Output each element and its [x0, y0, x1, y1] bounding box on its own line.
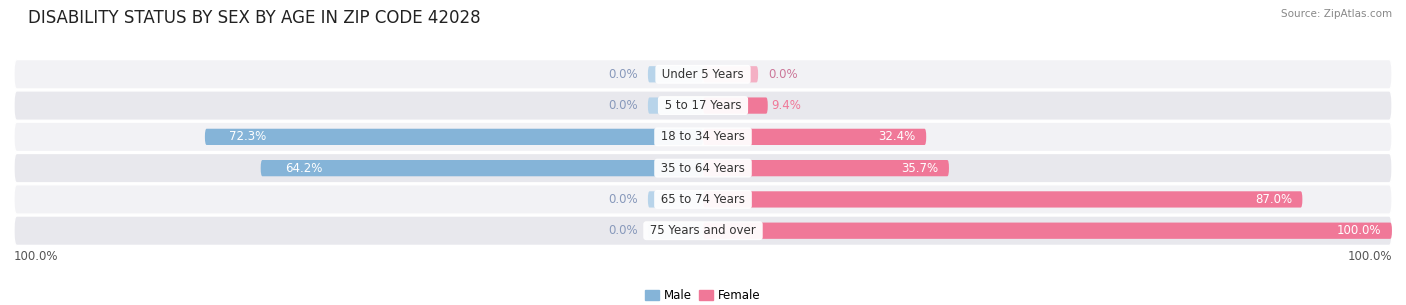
- FancyBboxPatch shape: [703, 97, 768, 114]
- FancyBboxPatch shape: [703, 223, 1392, 239]
- FancyBboxPatch shape: [14, 122, 1392, 152]
- Text: 35.7%: 35.7%: [901, 162, 939, 175]
- Text: 64.2%: 64.2%: [285, 162, 322, 175]
- FancyBboxPatch shape: [648, 66, 703, 82]
- Text: 100.0%: 100.0%: [14, 250, 59, 263]
- FancyBboxPatch shape: [14, 185, 1392, 214]
- FancyBboxPatch shape: [703, 160, 949, 176]
- Text: 9.4%: 9.4%: [772, 99, 801, 112]
- FancyBboxPatch shape: [648, 97, 703, 114]
- FancyBboxPatch shape: [205, 129, 703, 145]
- FancyBboxPatch shape: [14, 91, 1392, 120]
- Legend: Male, Female: Male, Female: [641, 284, 765, 305]
- Text: 0.0%: 0.0%: [607, 99, 637, 112]
- Text: 35 to 64 Years: 35 to 64 Years: [657, 162, 749, 175]
- FancyBboxPatch shape: [648, 191, 703, 208]
- Text: 0.0%: 0.0%: [607, 193, 637, 206]
- Text: 100.0%: 100.0%: [1337, 224, 1382, 237]
- Text: 87.0%: 87.0%: [1256, 193, 1292, 206]
- Text: 0.0%: 0.0%: [607, 68, 637, 81]
- Text: Source: ZipAtlas.com: Source: ZipAtlas.com: [1281, 9, 1392, 19]
- Text: 72.3%: 72.3%: [229, 130, 266, 143]
- Text: 75 Years and over: 75 Years and over: [647, 224, 759, 237]
- Text: 100.0%: 100.0%: [1347, 250, 1392, 263]
- Text: 0.0%: 0.0%: [769, 68, 799, 81]
- FancyBboxPatch shape: [14, 59, 1392, 89]
- FancyBboxPatch shape: [14, 153, 1392, 183]
- Text: 5 to 17 Years: 5 to 17 Years: [661, 99, 745, 112]
- Text: 65 to 74 Years: 65 to 74 Years: [657, 193, 749, 206]
- Text: Under 5 Years: Under 5 Years: [658, 68, 748, 81]
- FancyBboxPatch shape: [14, 216, 1392, 246]
- FancyBboxPatch shape: [260, 160, 703, 176]
- FancyBboxPatch shape: [703, 66, 758, 82]
- Text: 32.4%: 32.4%: [879, 130, 915, 143]
- FancyBboxPatch shape: [648, 223, 703, 239]
- Text: 18 to 34 Years: 18 to 34 Years: [657, 130, 749, 143]
- FancyBboxPatch shape: [703, 191, 1302, 208]
- FancyBboxPatch shape: [703, 129, 927, 145]
- Text: 0.0%: 0.0%: [607, 224, 637, 237]
- Text: DISABILITY STATUS BY SEX BY AGE IN ZIP CODE 42028: DISABILITY STATUS BY SEX BY AGE IN ZIP C…: [28, 9, 481, 27]
